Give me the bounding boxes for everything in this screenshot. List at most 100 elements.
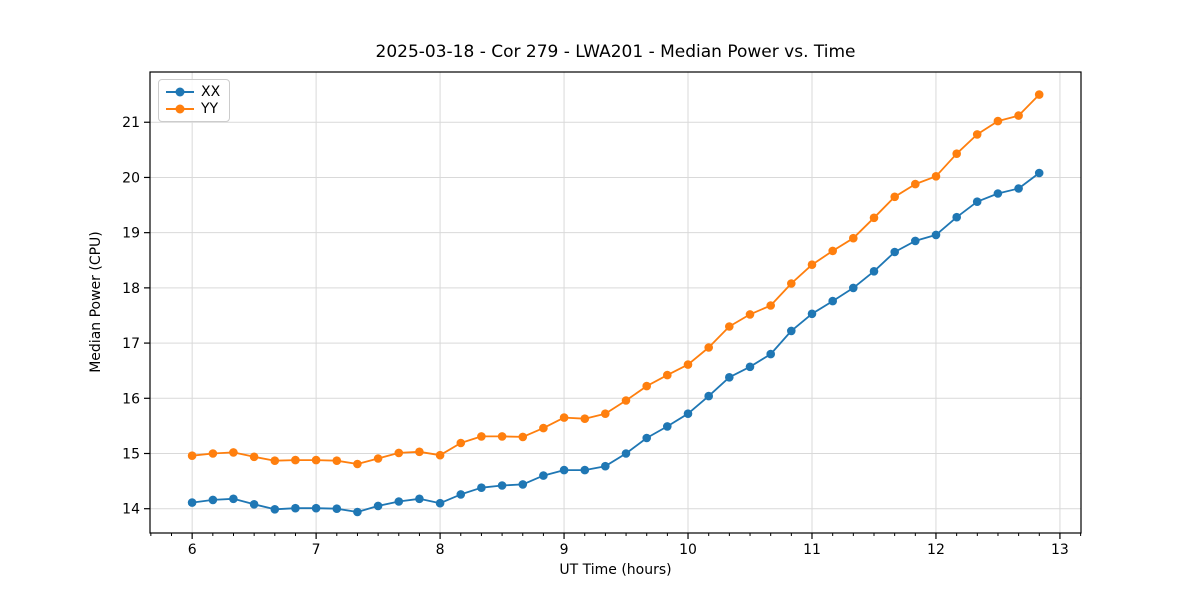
- yy-line-marker-sample: [166, 104, 194, 114]
- xx-data-point: [291, 503, 300, 513]
- yy-data-point: [373, 454, 383, 463]
- xx-sample-dot: [175, 87, 185, 97]
- yy-data-point: [931, 172, 941, 181]
- yy-data-point: [1014, 111, 1023, 120]
- xx-data-point: [621, 449, 631, 458]
- xx-line-marker-sample: [166, 87, 194, 97]
- xx-data-point: [332, 504, 342, 513]
- yy-data-point: [952, 149, 961, 158]
- yy-data-point: [477, 432, 486, 441]
- xx-data-point: [539, 471, 548, 480]
- xx-data-point: [890, 247, 899, 257]
- xx-data-point: [353, 507, 362, 517]
- xx-data-point: [249, 500, 259, 509]
- xx-data-point: [208, 495, 218, 505]
- xx-data-point: [187, 498, 197, 507]
- xx-data-point: [311, 503, 321, 513]
- xx-data-point: [559, 465, 569, 475]
- yy-data-point: [580, 414, 590, 424]
- chart-title: 2025-03-18 - Cor 279 - LWA201 - Median P…: [375, 42, 856, 62]
- yy-data-point: [642, 381, 651, 391]
- yy-data-point: [353, 459, 362, 469]
- yy-data-point: [311, 455, 321, 465]
- yy-data-point: [1034, 90, 1044, 99]
- x-tick-label: 10: [679, 542, 697, 558]
- yy-data-point: [972, 130, 982, 139]
- yy-data-point: [208, 449, 218, 458]
- yy-data-point: [270, 456, 280, 466]
- y-tick-label: 16: [122, 391, 140, 407]
- yy-sample-dot: [175, 104, 185, 114]
- y-axis-label-text: Median Power (CPU): [88, 231, 104, 373]
- legend-entry-xx: XX: [166, 85, 220, 99]
- xx-data-point: [807, 309, 817, 319]
- yy-data-point: [725, 322, 734, 331]
- x-tick-label: 12: [927, 542, 945, 558]
- legend-label-xx: XX: [201, 84, 221, 100]
- xx-data-point: [373, 501, 383, 511]
- yy-data-point: [497, 432, 507, 441]
- x-axis-label: UT Time (hours): [559, 562, 672, 578]
- yy-data-point: [828, 246, 837, 256]
- xx-data-point: [952, 212, 961, 222]
- legend-label-yy: YY: [201, 101, 219, 117]
- y-tick-label: 15: [122, 446, 140, 462]
- x-tick-label: 9: [560, 542, 569, 558]
- xx-data-point: [415, 494, 424, 504]
- yy-data-point: [559, 413, 569, 422]
- xx-data-point: [601, 461, 610, 471]
- yy-data-point: [787, 279, 796, 288]
- xx-data-point: [518, 480, 528, 489]
- y-tick-label: 19: [122, 226, 140, 242]
- yy-data-point: [291, 455, 300, 465]
- y-tick-label: 21: [122, 115, 140, 131]
- yy-data-point: [807, 260, 817, 270]
- yy-data-point: [249, 452, 259, 462]
- yy-data-point: [601, 409, 610, 419]
- y-tick-label: 17: [122, 336, 140, 352]
- yy-data-point: [766, 301, 775, 310]
- xx-data-point: [663, 422, 672, 431]
- yy-data-point: [993, 116, 1003, 126]
- x-tick-label: 13: [1051, 542, 1069, 558]
- yy-data-point: [704, 343, 713, 352]
- yy-data-point: [229, 448, 238, 457]
- yy-data-point: [539, 423, 548, 433]
- yy-data-point: [415, 447, 424, 457]
- yy-data-point: [890, 192, 899, 202]
- xx-data-point: [435, 498, 445, 508]
- xx-data-point: [931, 230, 941, 240]
- xx-data-point: [745, 362, 755, 372]
- xx-data-point: [394, 497, 404, 506]
- xx-data-point: [993, 189, 1003, 198]
- legend: XX YY: [158, 79, 231, 122]
- xx-data-point: [497, 481, 507, 490]
- y-tick-label: 14: [122, 502, 140, 518]
- yy-data-point: [849, 233, 858, 243]
- xx-data-point: [683, 409, 693, 419]
- xx-data-point: [1034, 168, 1044, 178]
- xx-data-point: [642, 433, 651, 443]
- xx-data-point: [456, 490, 466, 499]
- yy-data-point: [869, 213, 879, 223]
- legend-entry-yy: YY: [166, 102, 220, 116]
- yy-data-point: [187, 451, 197, 461]
- xx-data-point: [1014, 184, 1023, 193]
- yy-data-point: [518, 432, 528, 442]
- x-tick-label: 11: [803, 542, 821, 558]
- xx-data-point: [828, 296, 837, 306]
- x-tick-label: 8: [436, 542, 445, 558]
- yy-data-point: [745, 310, 755, 319]
- yy-data-point: [435, 450, 445, 460]
- yy-data-point: [621, 396, 631, 405]
- xx-data-point: [787, 326, 796, 336]
- yy-data-point: [394, 448, 404, 458]
- xx-data-point: [766, 349, 775, 359]
- x-tick-label: 7: [312, 542, 321, 558]
- xx-data-point: [580, 465, 590, 475]
- xx-data-point: [270, 505, 280, 514]
- yy-data-point: [683, 360, 693, 369]
- xx-data-point: [229, 494, 238, 504]
